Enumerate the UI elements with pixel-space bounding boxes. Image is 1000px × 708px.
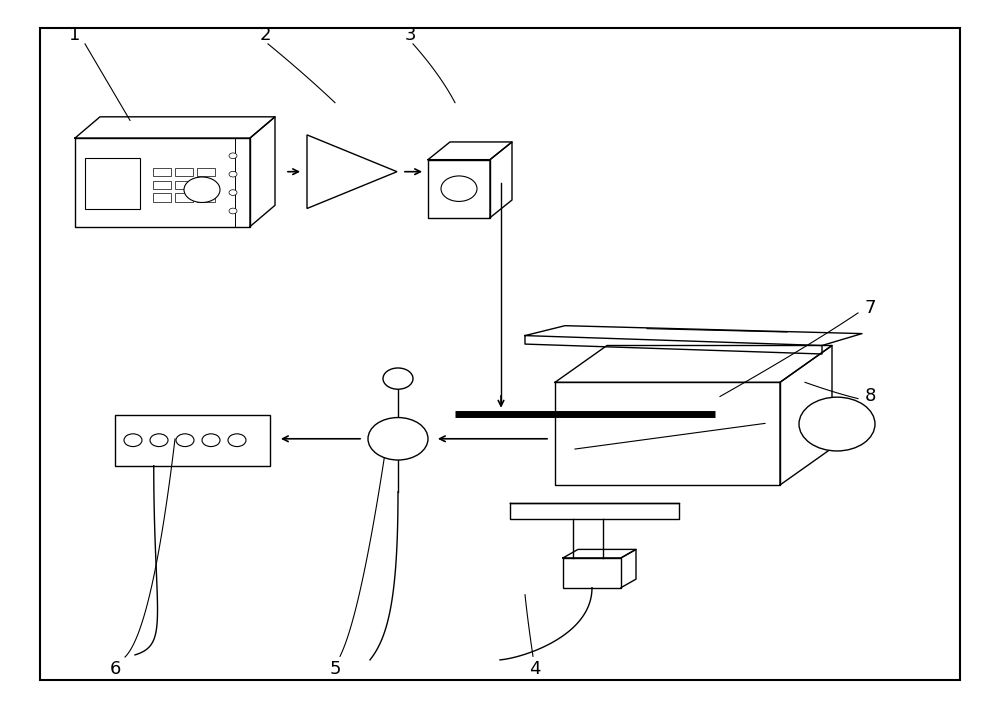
Circle shape bbox=[202, 434, 220, 447]
Bar bbox=[175, 168, 193, 176]
Text: 1: 1 bbox=[69, 26, 81, 45]
Circle shape bbox=[383, 368, 413, 389]
Circle shape bbox=[229, 153, 237, 159]
Circle shape bbox=[184, 177, 220, 202]
Circle shape bbox=[124, 434, 142, 447]
Circle shape bbox=[228, 434, 246, 447]
Bar bbox=[75, 138, 250, 227]
Bar bbox=[153, 193, 171, 202]
Text: 3: 3 bbox=[404, 26, 416, 45]
Bar bbox=[428, 160, 490, 217]
Bar bbox=[153, 168, 171, 176]
Bar bbox=[563, 558, 621, 588]
Text: 6: 6 bbox=[109, 660, 121, 678]
Text: 4: 4 bbox=[529, 660, 541, 678]
Circle shape bbox=[229, 208, 237, 214]
Circle shape bbox=[176, 434, 194, 447]
Circle shape bbox=[799, 397, 875, 451]
Circle shape bbox=[150, 434, 168, 447]
Bar bbox=[197, 168, 215, 176]
Circle shape bbox=[441, 176, 477, 201]
Circle shape bbox=[368, 418, 428, 460]
Bar bbox=[197, 181, 215, 189]
Text: 8: 8 bbox=[864, 387, 876, 406]
Polygon shape bbox=[307, 135, 397, 208]
Text: 5: 5 bbox=[329, 660, 341, 678]
Bar bbox=[153, 181, 171, 189]
Text: 2: 2 bbox=[259, 26, 271, 45]
Bar bbox=[175, 181, 193, 189]
Circle shape bbox=[229, 190, 237, 195]
Bar bbox=[555, 382, 780, 485]
Bar bbox=[175, 193, 193, 202]
Text: 7: 7 bbox=[864, 299, 876, 317]
Circle shape bbox=[229, 171, 237, 177]
Bar bbox=[115, 415, 270, 466]
Bar bbox=[197, 193, 215, 202]
Bar bbox=[85, 158, 140, 209]
